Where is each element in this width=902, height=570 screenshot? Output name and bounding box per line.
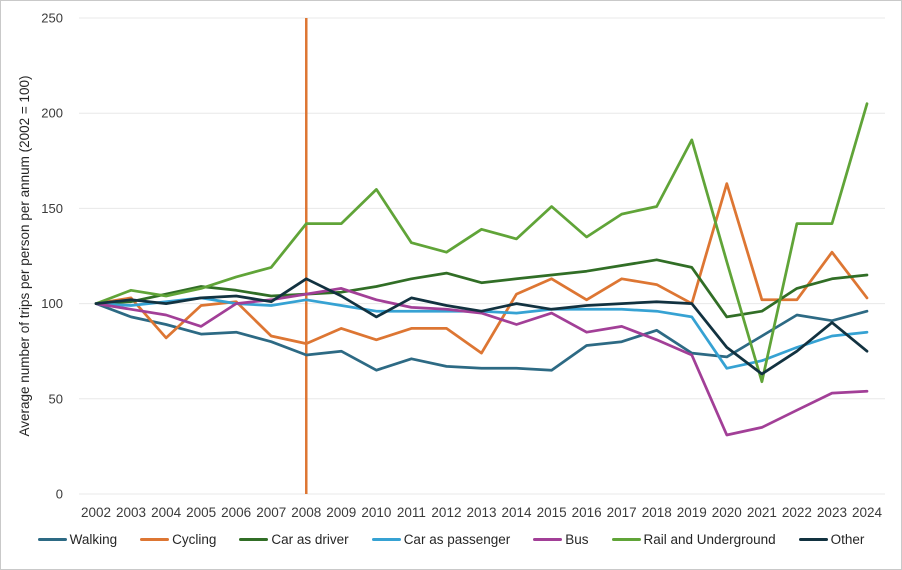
x-tick-label: 2003 bbox=[116, 505, 146, 520]
x-tick-label: 2012 bbox=[431, 505, 461, 520]
legend-swatch-car-as-driver-icon bbox=[239, 538, 269, 541]
legend-item-cycling: Cycling bbox=[140, 532, 216, 547]
y-tick-label: 50 bbox=[49, 391, 63, 406]
x-tick-label: 2023 bbox=[817, 505, 847, 520]
x-tick-label: 2008 bbox=[291, 505, 321, 520]
legend-swatch-walking-icon bbox=[37, 538, 67, 541]
y-tick-label: 150 bbox=[41, 201, 63, 216]
series-line-walking bbox=[94, 302, 869, 372]
legend-item-car-as-passenger: Car as passenger bbox=[371, 532, 511, 547]
legend-item-rail-and-underground: Rail and Underground bbox=[611, 532, 776, 547]
series-line-other bbox=[94, 277, 869, 376]
x-tick-label: 2009 bbox=[326, 505, 356, 520]
legend-swatch-other-icon bbox=[798, 538, 828, 541]
legend-swatch-rail-and-underground-icon bbox=[611, 538, 641, 541]
x-tick-label: 2020 bbox=[712, 505, 742, 520]
x-tick-label: 2022 bbox=[782, 505, 812, 520]
legend-item-other: Other bbox=[798, 532, 865, 547]
x-tick-label: 2013 bbox=[466, 505, 496, 520]
series-line-rail-and-underground bbox=[94, 102, 869, 384]
legend-label: Bus bbox=[565, 532, 589, 547]
chart-legend: Walking Cycling Car as driver Car as passen… bbox=[1, 532, 901, 547]
x-tick-label: 2010 bbox=[361, 505, 391, 520]
x-tick-label: 2005 bbox=[186, 505, 216, 520]
legend-label: Other bbox=[830, 532, 865, 547]
series-line-car-as-driver bbox=[94, 258, 869, 319]
legend-item-walking: Walking bbox=[37, 532, 118, 547]
legend-label: Car as passenger bbox=[403, 532, 511, 547]
x-tick-label: 2021 bbox=[747, 505, 777, 520]
legend-label: Walking bbox=[69, 532, 118, 547]
x-tick-label: 2016 bbox=[572, 505, 602, 520]
series-line-cycling bbox=[94, 182, 869, 355]
y-tick-label: 100 bbox=[41, 296, 63, 311]
y-tick-label: 250 bbox=[41, 11, 63, 26]
x-tick-label: 2002 bbox=[81, 505, 111, 520]
legend-item-bus: Bus bbox=[533, 532, 589, 547]
x-tick-label: 2006 bbox=[221, 505, 251, 520]
y-tick-label: 200 bbox=[41, 106, 63, 121]
legend-label: Car as driver bbox=[271, 532, 349, 547]
legend-swatch-bus-icon bbox=[533, 538, 563, 541]
legend-label: Rail and Underground bbox=[643, 532, 776, 547]
legend-swatch-car-as-passenger-icon bbox=[371, 538, 401, 541]
y-axis-title: Average number of trips per person per a… bbox=[17, 75, 32, 436]
legend-swatch-cycling-icon bbox=[140, 538, 170, 541]
x-tick-label: 2015 bbox=[537, 505, 567, 520]
x-tick-label: 2011 bbox=[397, 505, 426, 520]
legend-item-car-as-driver: Car as driver bbox=[239, 532, 349, 547]
x-tick-label: 2017 bbox=[607, 505, 637, 520]
x-tick-label: 2018 bbox=[642, 505, 672, 520]
x-tick-label: 2007 bbox=[256, 505, 286, 520]
series-line-bus bbox=[94, 287, 869, 437]
y-tick-label: 0 bbox=[56, 487, 63, 502]
x-tick-label: 2024 bbox=[852, 505, 883, 520]
x-tick-label: 2019 bbox=[677, 505, 707, 520]
x-tick-label: 2004 bbox=[151, 505, 182, 520]
legend-label: Cycling bbox=[172, 532, 217, 547]
x-tick-label: 2014 bbox=[502, 505, 533, 520]
